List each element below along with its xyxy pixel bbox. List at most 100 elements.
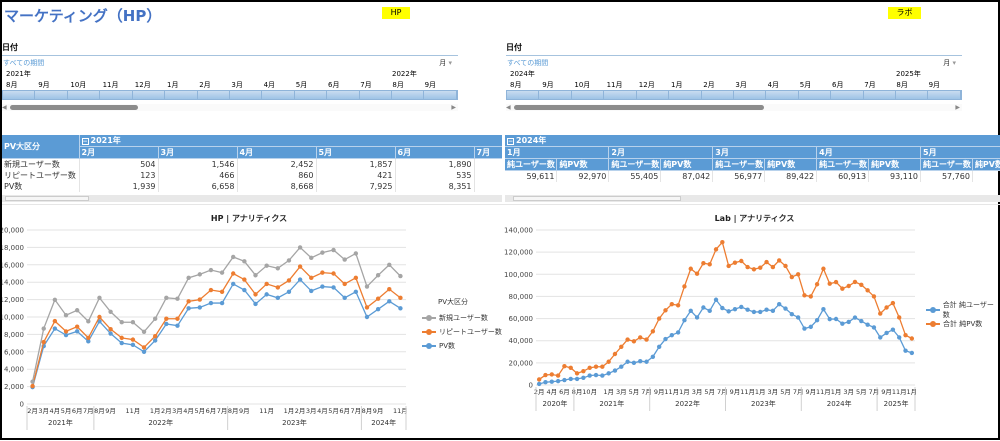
- timeline-month-label[interactable]: 4月: [768, 80, 801, 90]
- timeline-month-label[interactable]: 8月: [392, 80, 425, 90]
- timeline-month-label[interactable]: 7月: [864, 80, 897, 90]
- collapse-icon[interactable]: −: [507, 138, 514, 145]
- legend-item[interactable]: 新規ユーザー数: [422, 311, 502, 325]
- scroll-thumb[interactable]: [5, 196, 89, 201]
- scroll-thumb[interactable]: [10, 105, 138, 110]
- timeline-month-cell[interactable]: [262, 91, 294, 99]
- timeline-month-cell[interactable]: [799, 91, 831, 99]
- scroll-left-icon[interactable]: ◀: [506, 104, 511, 111]
- timeline-month-label[interactable]: 12月: [639, 80, 672, 90]
- timeline-month-cell[interactable]: [604, 91, 636, 99]
- month-header[interactable]: 4月: [237, 147, 316, 159]
- timeline-month-label[interactable]: 10月: [574, 80, 607, 90]
- timeline-month-label[interactable]: 5月: [800, 80, 833, 90]
- measure-header[interactable]: 純PV数: [869, 159, 921, 171]
- lab-badge[interactable]: ラボ: [888, 7, 921, 19]
- month-header[interactable]: 3月: [713, 147, 817, 159]
- hp-table-scrollbar[interactable]: [2, 195, 502, 202]
- scroll-left-icon[interactable]: ◀: [2, 104, 7, 111]
- measure-header[interactable]: 純ユーザー数: [921, 159, 973, 171]
- scroll-right-icon[interactable]: ▶: [955, 104, 960, 111]
- lab-table-scrollbar[interactable]: [505, 195, 1000, 202]
- timeline-bar[interactable]: [506, 90, 962, 100]
- month-header[interactable]: 1月: [505, 147, 609, 159]
- month-header[interactable]: 5月: [921, 147, 1000, 159]
- timeline-month-cell[interactable]: [68, 91, 100, 99]
- timeline-month-label[interactable]: 6月: [832, 80, 865, 90]
- timeline-month-label[interactable]: 5月: [296, 80, 329, 90]
- timeline-month-label[interactable]: 11月: [103, 80, 136, 90]
- legend-item[interactable]: リピートユーザー数: [422, 325, 502, 339]
- measure-header[interactable]: 純PV数: [661, 159, 713, 171]
- timeline-month-cell[interactable]: [3, 91, 35, 99]
- month-header[interactable]: 3月: [158, 147, 237, 159]
- month-header[interactable]: 6月: [395, 147, 474, 159]
- measure-header[interactable]: 純PV数: [972, 159, 1000, 171]
- timeline-month-cell[interactable]: [35, 91, 67, 99]
- timeline-month-cell[interactable]: [424, 91, 456, 99]
- month-header[interactable]: 4月: [817, 147, 921, 159]
- timeline-month-cell[interactable]: [928, 91, 960, 99]
- timeline-month-label[interactable]: 1月: [167, 80, 200, 90]
- row-header[interactable]: PV大区分: [2, 135, 79, 159]
- legend-item[interactable]: PV数: [422, 339, 502, 353]
- year-header[interactable]: −2024年: [505, 135, 1000, 147]
- scroll-thumb[interactable]: [514, 105, 764, 110]
- timeline-month-label[interactable]: 10月: [70, 80, 103, 90]
- timeline-month-label[interactable]: 2月: [199, 80, 232, 90]
- timeline-month-cell[interactable]: [230, 91, 262, 99]
- timeline-month-label[interactable]: 11月: [607, 80, 640, 90]
- legend-item[interactable]: 合計 純ユーザー数: [926, 303, 1000, 317]
- timeline-month-label[interactable]: 12月: [135, 80, 168, 90]
- timeline-month-cell[interactable]: [539, 91, 571, 99]
- hp-badge[interactable]: HP: [382, 7, 410, 19]
- timeline-month-label[interactable]: 9月: [929, 80, 962, 90]
- timeline-month-label[interactable]: 3月: [735, 80, 768, 90]
- measure-header[interactable]: 純ユーザー数: [817, 159, 869, 171]
- timeline-month-cell[interactable]: [572, 91, 604, 99]
- timeline-bar[interactable]: [2, 90, 458, 100]
- timeline-month-cell[interactable]: [295, 91, 327, 99]
- timeline-month-label[interactable]: 8月: [510, 80, 543, 90]
- timeline-month-cell[interactable]: [198, 91, 230, 99]
- timeline-month-cell[interactable]: [360, 91, 392, 99]
- timeline-month-cell[interactable]: [507, 91, 539, 99]
- timeline-month-label[interactable]: 9月: [38, 80, 71, 90]
- scroll-thumb[interactable]: [513, 196, 681, 201]
- timeline-month-cell[interactable]: [702, 91, 734, 99]
- timeline-month-cell[interactable]: [831, 91, 863, 99]
- measure-header[interactable]: 純PV数: [765, 159, 817, 171]
- timeline-month-cell[interactable]: [327, 91, 359, 99]
- timeline-month-label[interactable]: 3月: [231, 80, 264, 90]
- timeline-month-label[interactable]: 4月: [264, 80, 297, 90]
- timeline-scrollbar[interactable]: ◀ ▶: [506, 104, 962, 111]
- timeline-month-label[interactable]: 8月: [896, 80, 929, 90]
- timeline-month-cell[interactable]: [637, 91, 669, 99]
- timeline-month-cell[interactable]: [669, 91, 701, 99]
- scroll-right-icon[interactable]: ▶: [451, 104, 456, 111]
- measure-header[interactable]: 純PV数: [557, 159, 609, 171]
- timeline-month-label[interactable]: 2月: [703, 80, 736, 90]
- measure-header[interactable]: 純ユーザー数: [713, 159, 765, 171]
- timeline-scrollbar[interactable]: ◀ ▶: [2, 104, 458, 111]
- timeline-month-cell[interactable]: [100, 91, 132, 99]
- month-header[interactable]: 2月: [609, 147, 713, 159]
- collapse-icon[interactable]: −: [82, 138, 89, 145]
- measure-header[interactable]: 純ユーザー数: [609, 159, 661, 171]
- timeline-month-cell[interactable]: [392, 91, 424, 99]
- timeline-month-label[interactable]: 6月: [328, 80, 361, 90]
- timeline-month-label[interactable]: 7月: [360, 80, 393, 90]
- timeline-month-label[interactable]: 8月: [6, 80, 39, 90]
- timeline-month-cell[interactable]: [133, 91, 165, 99]
- month-header[interactable]: 5月: [316, 147, 395, 159]
- month-header[interactable]: 7月: [474, 147, 502, 159]
- year-header[interactable]: −2021年: [79, 135, 502, 147]
- timeline-month-cell[interactable]: [896, 91, 928, 99]
- month-header[interactable]: 2月: [79, 147, 158, 159]
- timeline-month-cell[interactable]: [734, 91, 766, 99]
- measure-header[interactable]: 純ユーザー数: [505, 159, 557, 171]
- timeline-month-cell[interactable]: [864, 91, 896, 99]
- timeline-month-label[interactable]: 9月: [542, 80, 575, 90]
